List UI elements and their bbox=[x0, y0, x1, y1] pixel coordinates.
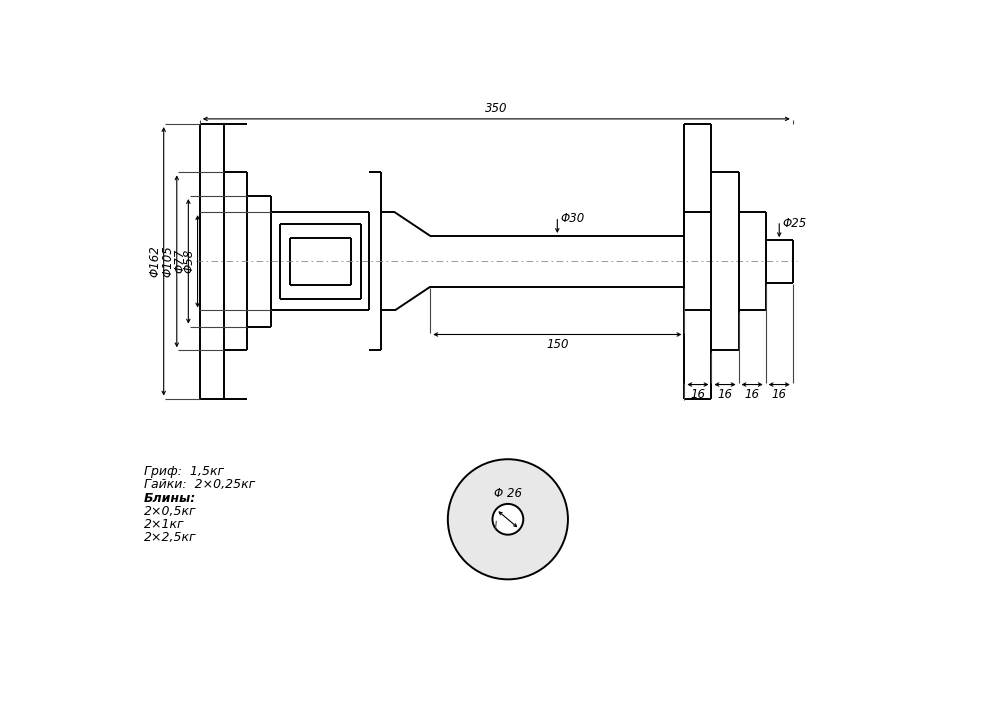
Text: Φ162: Φ162 bbox=[148, 246, 161, 277]
Text: 2×1кг: 2×1кг bbox=[144, 518, 184, 531]
Text: Φ105: Φ105 bbox=[161, 246, 175, 277]
Text: Блины:: Блины: bbox=[144, 491, 196, 505]
Text: Φ77: Φ77 bbox=[173, 249, 186, 274]
Text: Гриф:  1,5кг: Гриф: 1,5кг bbox=[144, 465, 224, 478]
Text: 16: 16 bbox=[718, 388, 733, 402]
Text: Φ 26: Φ 26 bbox=[494, 487, 522, 500]
Circle shape bbox=[448, 459, 568, 579]
Text: 16: 16 bbox=[691, 388, 706, 402]
Text: 2×0,5кг: 2×0,5кг bbox=[144, 505, 196, 517]
Text: 16: 16 bbox=[771, 388, 786, 402]
Text: 2×2,5кг: 2×2,5кг bbox=[144, 531, 196, 544]
Text: 350: 350 bbox=[485, 102, 508, 115]
Text: Гайки:  2×0,25кг: Гайки: 2×0,25кг bbox=[144, 479, 254, 491]
Text: Φ30: Φ30 bbox=[561, 213, 584, 225]
Text: Φ58: Φ58 bbox=[182, 249, 195, 274]
Text: Φ25: Φ25 bbox=[782, 217, 806, 230]
Text: 150: 150 bbox=[546, 338, 569, 351]
Circle shape bbox=[492, 504, 523, 535]
Text: 16: 16 bbox=[745, 388, 759, 402]
